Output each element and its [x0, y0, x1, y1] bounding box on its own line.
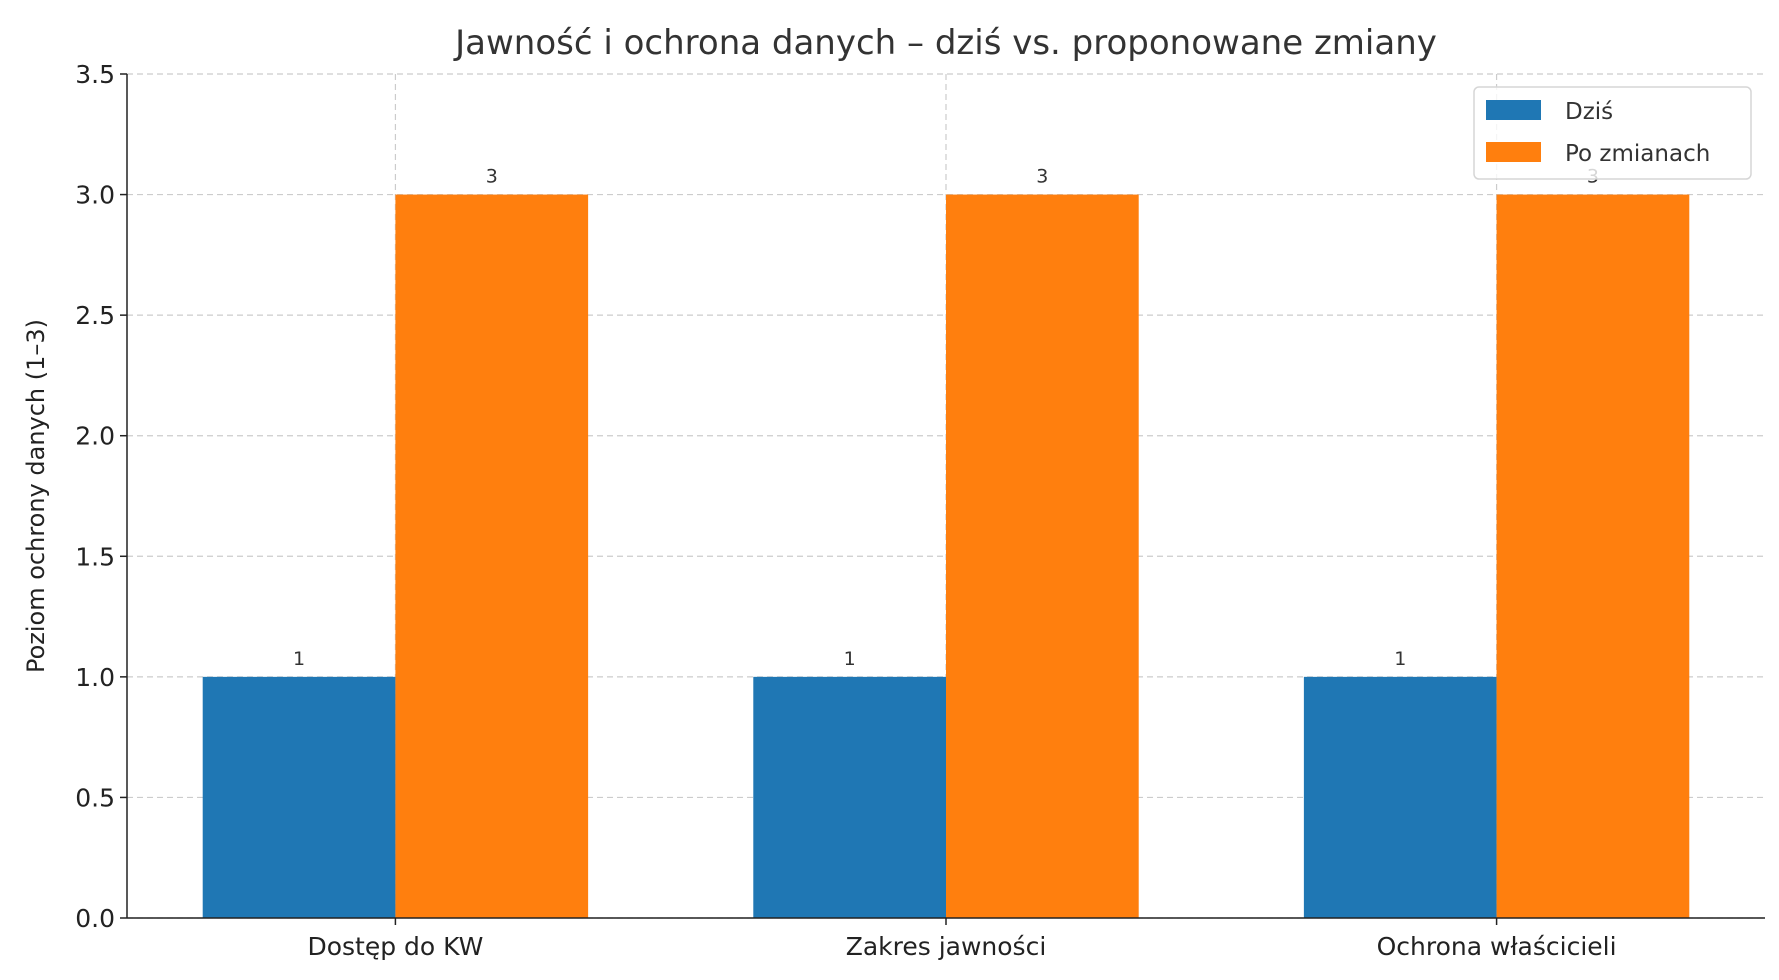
bar-0-0	[202, 676, 396, 918]
legend-label: Po zmianach	[1565, 141, 1710, 167]
y-tick-label: 2.5	[75, 301, 115, 330]
y-axis-label: Poziom ochrony danych (1–3)	[22, 319, 50, 673]
y-tick-label: 3.5	[75, 60, 115, 89]
y-tick-label: 0.0	[75, 904, 115, 933]
legend-box	[1473, 86, 1752, 180]
bar-1-2	[1496, 194, 1690, 919]
chart-title: Jawność i ochrona danych – dziś vs. prop…	[453, 23, 1437, 63]
x-tick-label: Dostęp do KW	[307, 932, 483, 961]
legend: Dziś Po zmianach	[1473, 86, 1752, 180]
y-tick-label: 0.5	[75, 783, 115, 812]
y-tick-label: 2.0	[75, 422, 115, 451]
legend-swatch	[1486, 142, 1541, 162]
x-tick-label: Ochrona właścicieli	[1377, 932, 1617, 961]
y-tick-label: 1.0	[75, 663, 115, 692]
data-label: 1	[844, 648, 856, 670]
legend-label: Dziś	[1565, 99, 1613, 125]
legend-swatch	[1486, 100, 1541, 120]
bars	[202, 194, 1690, 919]
axes: 0.0 0.5 1.0 1.5 2.0 2.5 3.0 3.5 Dostęp do KW Zakr…	[75, 60, 1765, 961]
bar-0-1	[753, 676, 946, 918]
x-tick-label: Zakres jawności	[846, 932, 1047, 961]
data-label: 1	[1394, 648, 1406, 670]
bar-0-2	[1303, 676, 1497, 918]
data-label: 3	[486, 166, 498, 188]
bar-1-0	[395, 194, 589, 919]
y-tick-label: 1.5	[75, 542, 115, 571]
y-tick-label: 3.0	[75, 181, 115, 210]
data-label: 1	[293, 648, 305, 670]
data-label: 3	[1036, 166, 1048, 188]
bar-1-1	[946, 194, 1139, 919]
